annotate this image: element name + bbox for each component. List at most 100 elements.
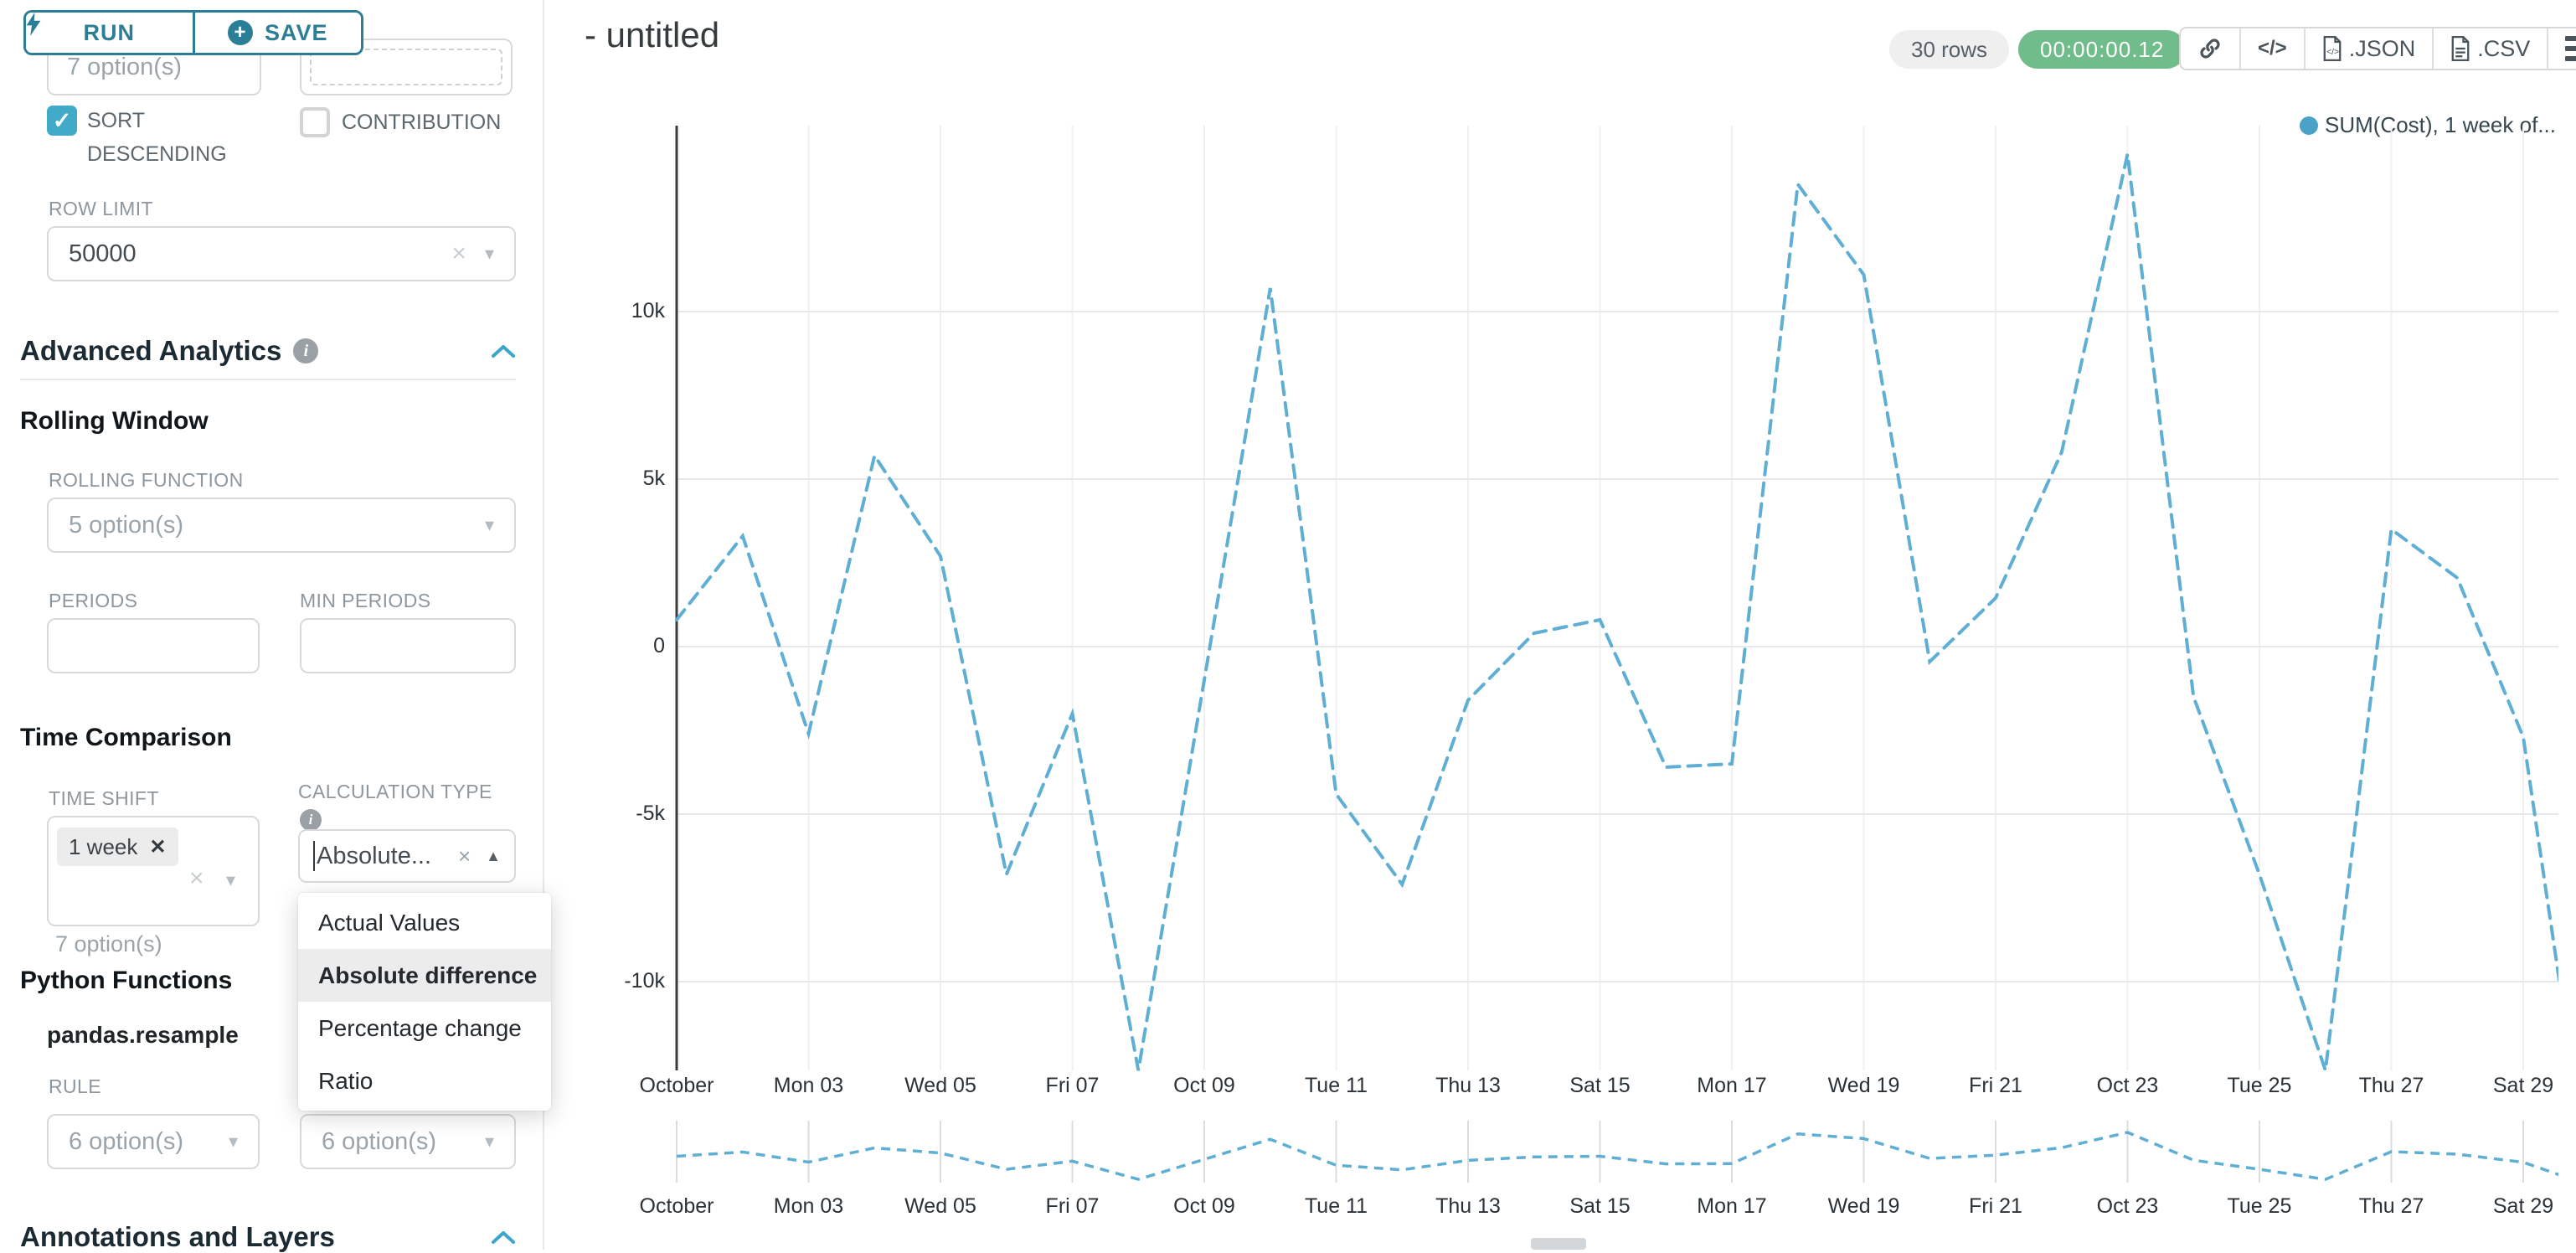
chevron-down-icon[interactable]: ▾ xyxy=(484,243,494,264)
clear-icon[interactable]: × xyxy=(457,843,471,869)
row-limit-select[interactable]: 50000 × ▾ xyxy=(47,226,516,281)
text-cursor xyxy=(313,841,315,871)
export-button-group: </> </> .JSON .CSV xyxy=(2179,27,2576,70)
preview-x-tick-label: October xyxy=(639,1194,714,1218)
calculation-type-select[interactable]: Absolute... × ▲ xyxy=(298,829,516,883)
y-axis-tick-label: -10k xyxy=(624,969,665,993)
chevron-up-filled-icon[interactable]: ▲ xyxy=(486,847,501,864)
preview-x-tick-label: Oct 09 xyxy=(1173,1194,1235,1218)
sort-descending-checkbox[interactable]: ✓ xyxy=(47,106,77,136)
preview-x-tick-label: Fri 07 xyxy=(1045,1194,1100,1218)
rolling-function-select[interactable]: 5 option(s) ▾ xyxy=(47,498,516,553)
query-timer-badge: 00:00:00.12 xyxy=(2018,30,2187,69)
y-axis-tick-label: -5k xyxy=(636,802,665,825)
calculation-type-option[interactable]: Ratio xyxy=(318,1068,374,1094)
rule-select[interactable]: 6 option(s) ▾ xyxy=(47,1114,260,1169)
chevron-up-icon[interactable] xyxy=(491,343,516,358)
row-limit-value: 50000 xyxy=(69,240,137,267)
copy-link-button[interactable] xyxy=(2181,28,2239,69)
preview-x-tick-label: Oct 23 xyxy=(2096,1194,2159,1218)
legend[interactable]: SUM(Cost), 1 week of... xyxy=(2300,112,2556,138)
code-icon: </> xyxy=(2258,37,2287,59)
rule-method-value: 6 option(s) xyxy=(322,1127,437,1155)
calculation-type-option[interactable]: Actual Values xyxy=(318,910,461,936)
preview-x-tick-label: Fri 21 xyxy=(1969,1194,2022,1218)
rows-count-badge: 30 rows xyxy=(1889,30,2010,69)
min-periods-label: MIN PERIODS xyxy=(300,590,431,611)
contribution-checkbox[interactable] xyxy=(300,107,330,137)
calculation-type-option[interactable]: Absolute difference xyxy=(298,949,551,1002)
preview-x-tick-label: Thu 13 xyxy=(1435,1194,1501,1218)
drop-zone-dashed-area xyxy=(310,49,502,85)
legend-label: SUM(Cost), 1 week of... xyxy=(2325,112,2556,137)
x-axis-tick-label: Tue 25 xyxy=(2227,1074,2292,1097)
chevron-down-icon[interactable]: ▾ xyxy=(484,1131,494,1152)
save-button[interactable]: + SAVE xyxy=(194,13,361,53)
x-axis-tick-label: Wed 05 xyxy=(904,1074,976,1097)
lightning-icon xyxy=(26,13,41,36)
rolling-function-label: ROLLING FUNCTION xyxy=(49,469,244,491)
hidden-select-value: 7 option(s) xyxy=(67,53,183,80)
time-shift-tag: 1 week ✕ xyxy=(57,828,178,866)
preview-x-tick-label: Tue 11 xyxy=(1304,1194,1368,1218)
preview-x-tick-label: Mon 17 xyxy=(1697,1194,1767,1218)
rule-method-select[interactable]: 6 option(s) ▾ xyxy=(300,1114,516,1169)
save-label: SAVE xyxy=(264,19,328,45)
menu-icon xyxy=(2565,36,2576,61)
periods-label: PERIODS xyxy=(49,590,138,611)
chevron-down-icon[interactable]: ▾ xyxy=(228,1131,238,1152)
preview-x-tick-label: Mon 03 xyxy=(773,1194,844,1218)
run-button[interactable]: RUN xyxy=(26,13,195,53)
rule-label: RULE xyxy=(49,1075,101,1097)
view-query-button[interactable]: </> xyxy=(2239,28,2304,69)
run-label: RUN xyxy=(83,19,135,45)
annotations-header[interactable]: Annotations and Layers xyxy=(20,1221,516,1253)
min-periods-input[interactable] xyxy=(300,618,516,673)
export-json-button[interactable]: </> .JSON xyxy=(2303,28,2433,69)
export-csv-button[interactable]: .CSV xyxy=(2432,28,2548,69)
json-file-icon: </> xyxy=(2323,36,2342,61)
time-shift-multiselect[interactable]: 1 week ✕ × ▾ xyxy=(47,816,260,926)
x-axis-tick-label: Mon 17 xyxy=(1697,1074,1767,1097)
y-axis-tick-label: 0 xyxy=(653,634,665,657)
preview-x-tick-label: Tue 25 xyxy=(2227,1194,2292,1218)
svg-text:</>: </> xyxy=(2326,48,2339,57)
link-icon xyxy=(2200,39,2220,59)
chart-title[interactable]: - untitled xyxy=(585,15,720,54)
sort-descending-label: SORT DESCENDING xyxy=(87,109,227,166)
calculation-type-dropdown: Actual Values Absolute difference Percenta… xyxy=(298,893,551,1111)
y-axis-tick-label: 5k xyxy=(642,467,665,490)
x-axis-tick-label: Wed 19 xyxy=(1827,1074,1900,1097)
time-shift-label: TIME SHIFT xyxy=(49,787,159,809)
scrollbar-thumb[interactable] xyxy=(1531,1238,1586,1250)
calculation-type-label: CALCULATION TYPE xyxy=(298,781,492,802)
advanced-analytics-header[interactable]: Advanced Analytics i xyxy=(20,335,516,367)
advanced-analytics-title: Advanced Analytics xyxy=(20,335,282,366)
drop-target-box[interactable] xyxy=(300,39,513,95)
check-icon: ✓ xyxy=(52,107,72,133)
rule-value: 6 option(s) xyxy=(69,1127,184,1155)
plus-circle-icon: + xyxy=(227,20,253,45)
chevron-down-icon[interactable]: ▾ xyxy=(484,514,494,535)
chevron-down-icon[interactable]: ▾ xyxy=(226,869,236,890)
remove-tag-icon[interactable]: ✕ xyxy=(149,835,167,859)
tab-pandas-resample[interactable]: pandas.resample xyxy=(47,1022,239,1048)
preview-x-tick-label: Sat 15 xyxy=(1569,1194,1631,1218)
periods-input[interactable] xyxy=(47,618,260,673)
time-shift-tag-label: 1 week xyxy=(69,833,138,859)
export-csv-label: .CSV xyxy=(2477,35,2531,61)
clear-icon[interactable]: × xyxy=(451,240,466,267)
chart-menu-button[interactable] xyxy=(2547,28,2576,69)
calculation-type-option[interactable]: Percentage change xyxy=(318,1015,522,1041)
chevron-up-icon[interactable] xyxy=(491,1230,516,1245)
info-icon[interactable]: i xyxy=(300,809,322,831)
control-panel: 7 option(s) RUN + SAVE ✓ SORT DESCENDING… xyxy=(0,0,551,1253)
time-shift-placeholder: 7 option(s) xyxy=(55,931,162,957)
contribution-label: CONTRIBUTION xyxy=(342,111,502,134)
x-axis-tick-label: Sat 15 xyxy=(1569,1074,1631,1097)
info-icon[interactable]: i xyxy=(293,338,319,364)
clear-icon[interactable]: × xyxy=(189,864,204,892)
